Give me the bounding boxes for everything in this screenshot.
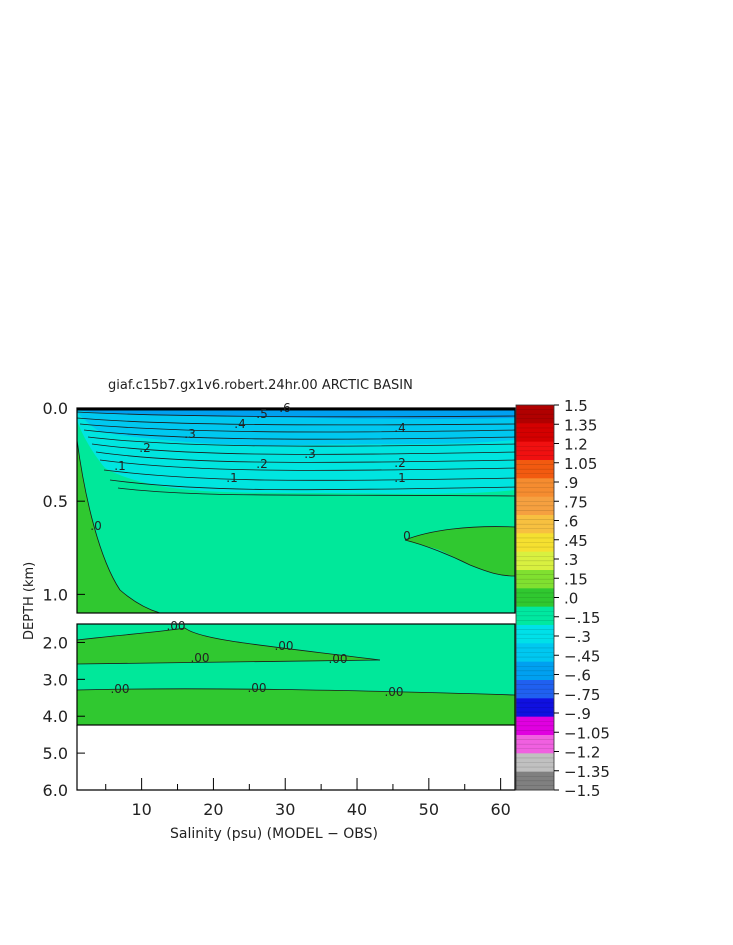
contour-label-16: .00 bbox=[274, 639, 293, 653]
contour-labels: .1.2.3.4.5.6.2.1.2.1.3.4.00.00.00.00.00.… bbox=[90, 401, 411, 699]
colorbar-swatch-20 bbox=[516, 771, 554, 791]
contour-label-11: .4 bbox=[394, 421, 405, 435]
x-axis-label: Salinity (psu) (MODEL − OBS) bbox=[170, 826, 378, 842]
colorbar-swatch-14 bbox=[516, 661, 554, 681]
contour-label-8: .2 bbox=[394, 456, 405, 470]
left-green-region bbox=[77, 440, 160, 613]
y-axis-label: DEPTH (km) bbox=[22, 562, 37, 640]
colorbar-label-15: −.75 bbox=[564, 686, 600, 704]
lower-axis-frame bbox=[76, 725, 516, 791]
colorbar-swatch-9 bbox=[516, 570, 554, 589]
colorbar-label-9: .15 bbox=[564, 570, 588, 588]
contour-label-13: 0 bbox=[403, 529, 411, 543]
colorbar-swatch-17 bbox=[516, 716, 554, 736]
contour-lines bbox=[76, 411, 516, 614]
colorbar-label-2: 1.2 bbox=[564, 436, 588, 454]
contour-label-1: .2 bbox=[139, 441, 150, 455]
chart-title: giaf.c15b7.gx1v6.robert.24hr.00 ARCTIC B… bbox=[108, 378, 413, 393]
contour-label-20: .00 bbox=[384, 685, 403, 699]
lower-green-region bbox=[77, 628, 380, 664]
contour-label-12: .0 bbox=[90, 519, 101, 533]
colorbar-label-6: .6 bbox=[564, 513, 578, 531]
colorbar-swatch-7 bbox=[516, 533, 554, 553]
x-axis: 10 20 30 40 50 60 bbox=[105, 778, 511, 819]
contour-label-7: .1 bbox=[226, 471, 237, 485]
colorbar: 1.51.351.21.05.9.75.6.45.3.15.0−.15−.3−.… bbox=[515, 397, 610, 800]
x-tick-label-2: 30 bbox=[275, 800, 295, 819]
colorbar-label-14: −.6 bbox=[564, 667, 591, 685]
colorbar-label-18: −1.2 bbox=[564, 744, 600, 762]
contour-label-6: .2 bbox=[256, 457, 267, 471]
colorbar-swatch-0 bbox=[516, 405, 554, 424]
colorbar-swatch-10 bbox=[516, 588, 554, 608]
colorbar-swatch-6 bbox=[516, 515, 554, 534]
colorbar-swatch-2 bbox=[516, 441, 554, 461]
colorbar-swatch-18 bbox=[516, 735, 554, 754]
colorbar-label-8: .3 bbox=[564, 551, 578, 569]
contour-label-5: .6 bbox=[279, 401, 290, 415]
lower-panel-frame bbox=[76, 623, 516, 726]
colorbar-label-12: −.3 bbox=[564, 628, 591, 646]
lower_panel-y-tick-label-0: 2.0 bbox=[43, 633, 68, 652]
contour-label-0: .1 bbox=[114, 459, 125, 473]
upper_panel-y-tick-label-2: 1.0 bbox=[43, 585, 68, 604]
x-tick-label-3: 40 bbox=[347, 800, 367, 819]
x-tick-label-4: 50 bbox=[419, 800, 439, 819]
lower_panel-y-tick-label-2: 4.0 bbox=[43, 707, 68, 726]
colorbar-swatch-16 bbox=[516, 698, 554, 718]
right-green-region bbox=[405, 526, 515, 576]
colorbar-swatch-4 bbox=[516, 478, 554, 498]
contour-label-3: .4 bbox=[234, 417, 245, 431]
contour-label-9: .1 bbox=[394, 471, 405, 485]
lower-panel bbox=[76, 623, 516, 791]
contour-label-14: .00 bbox=[166, 619, 185, 633]
deep-green-region bbox=[77, 688, 515, 725]
colorbar-label-16: −.9 bbox=[564, 705, 591, 723]
colorbar-label-10: .0 bbox=[564, 590, 578, 608]
x-tick-label-1: 20 bbox=[203, 800, 223, 819]
surface-deep-band bbox=[77, 408, 515, 419]
colorbar-swatch-1 bbox=[516, 423, 554, 443]
colorbar-label-20: −1.5 bbox=[564, 782, 600, 800]
colorbar-label-0: 1.5 bbox=[564, 397, 588, 415]
x-tick-label-5: 60 bbox=[490, 800, 510, 819]
colorbar-swatch-3 bbox=[516, 460, 554, 479]
contour-label-10: .3 bbox=[304, 447, 315, 461]
contour-label-15: .00 bbox=[190, 651, 209, 665]
colorbar-label-7: .45 bbox=[564, 532, 588, 550]
colorbar-label-11: −.15 bbox=[564, 609, 600, 627]
colorbar-swatch-5 bbox=[516, 496, 554, 516]
colorbar-swatch-13 bbox=[516, 643, 554, 663]
colorbar-swatch-15 bbox=[516, 680, 554, 699]
lower_panel-y-tick-label-1: 3.0 bbox=[43, 670, 68, 689]
colorbar-label-4: .9 bbox=[564, 474, 578, 492]
colorbar-label-17: −1.05 bbox=[564, 724, 610, 742]
colorbar-swatch-8 bbox=[516, 551, 554, 571]
colorbar-label-19: −1.35 bbox=[564, 763, 610, 781]
contour-label-19: .00 bbox=[247, 681, 266, 695]
colorbar-label-13: −.45 bbox=[564, 647, 600, 665]
contour-label-2: .3 bbox=[184, 427, 195, 441]
lower_panel-y-tick-label-3: 5.0 bbox=[43, 744, 68, 763]
upper_panel-y-tick-label-0: 0.0 bbox=[43, 399, 68, 418]
colorbar-label-5: .75 bbox=[564, 493, 588, 511]
y-axis: 0.0 0.5 1.0 2.0 3.0 4.0 5.0 6.0 bbox=[43, 399, 85, 800]
upper-panel bbox=[76, 407, 516, 614]
colorbar-swatch-19 bbox=[516, 753, 554, 773]
colorbar-label-3: 1.05 bbox=[564, 455, 597, 473]
contour-label-18: .00 bbox=[110, 682, 129, 696]
upper_panel-y-tick-label-1: 0.5 bbox=[43, 492, 68, 511]
colorbar-swatch-11 bbox=[516, 606, 554, 626]
contour-label-17: .00 bbox=[328, 652, 347, 666]
colorbar-swatch-12 bbox=[516, 625, 554, 644]
contour-label-4: .5 bbox=[256, 407, 267, 421]
colorbar-label-1: 1.35 bbox=[564, 416, 597, 434]
lower-contour-lines bbox=[76, 627, 516, 696]
lower_panel-y-tick-label-4: 6.0 bbox=[43, 781, 68, 800]
x-tick-label-0: 10 bbox=[131, 800, 151, 819]
